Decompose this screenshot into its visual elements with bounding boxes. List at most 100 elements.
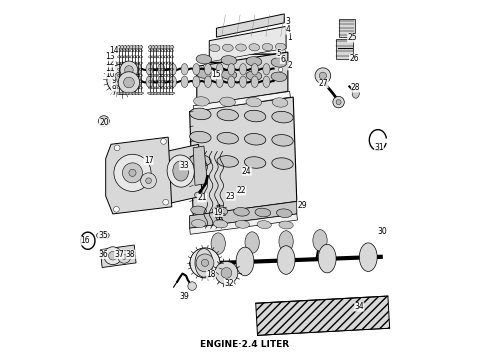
Circle shape — [253, 66, 258, 71]
Text: 9: 9 — [111, 76, 116, 85]
Circle shape — [228, 65, 233, 69]
Ellipse shape — [221, 70, 237, 79]
Circle shape — [118, 72, 140, 93]
Ellipse shape — [190, 108, 211, 120]
Ellipse shape — [97, 232, 109, 239]
Circle shape — [333, 96, 344, 108]
Ellipse shape — [236, 44, 246, 51]
Ellipse shape — [209, 44, 220, 51]
Text: 35: 35 — [98, 231, 108, 240]
Text: 3: 3 — [286, 17, 290, 26]
Ellipse shape — [157, 46, 162, 49]
Text: 37: 37 — [114, 250, 124, 259]
Text: 23: 23 — [226, 192, 236, 201]
Ellipse shape — [216, 76, 223, 87]
Text: 20: 20 — [99, 118, 109, 127]
Ellipse shape — [135, 92, 141, 94]
Ellipse shape — [211, 233, 225, 254]
Ellipse shape — [275, 43, 286, 50]
Ellipse shape — [240, 76, 246, 87]
Ellipse shape — [146, 64, 153, 75]
Ellipse shape — [313, 230, 327, 251]
Text: ENGINE·2.4 LITER: ENGINE·2.4 LITER — [200, 340, 290, 349]
Ellipse shape — [263, 64, 270, 75]
Polygon shape — [161, 144, 202, 203]
Ellipse shape — [246, 98, 262, 107]
Ellipse shape — [271, 72, 287, 81]
Ellipse shape — [120, 46, 124, 49]
Circle shape — [120, 61, 138, 79]
Ellipse shape — [217, 132, 239, 144]
Circle shape — [122, 254, 127, 259]
Ellipse shape — [272, 98, 288, 107]
Text: 29: 29 — [297, 201, 307, 210]
Text: 5: 5 — [276, 49, 281, 58]
Ellipse shape — [147, 92, 153, 94]
Polygon shape — [190, 97, 297, 216]
Circle shape — [141, 173, 156, 189]
Text: 30: 30 — [378, 227, 388, 236]
Text: 1: 1 — [287, 33, 292, 42]
Ellipse shape — [352, 89, 359, 98]
Polygon shape — [209, 26, 286, 63]
Polygon shape — [256, 296, 390, 336]
Ellipse shape — [169, 92, 174, 94]
Circle shape — [129, 169, 136, 176]
Ellipse shape — [154, 46, 159, 49]
Polygon shape — [217, 14, 284, 37]
Ellipse shape — [134, 64, 142, 75]
Ellipse shape — [150, 92, 156, 94]
Ellipse shape — [148, 46, 152, 49]
Circle shape — [146, 178, 151, 184]
Ellipse shape — [151, 46, 155, 49]
Ellipse shape — [166, 92, 171, 94]
Ellipse shape — [125, 92, 131, 94]
Ellipse shape — [146, 76, 153, 87]
Polygon shape — [106, 137, 172, 214]
Circle shape — [98, 116, 109, 126]
Ellipse shape — [245, 157, 266, 168]
Ellipse shape — [170, 46, 174, 49]
Ellipse shape — [251, 76, 258, 87]
Ellipse shape — [138, 92, 144, 94]
Text: 7: 7 — [111, 88, 116, 97]
Ellipse shape — [191, 206, 206, 215]
Polygon shape — [197, 52, 288, 106]
Polygon shape — [193, 146, 207, 185]
Ellipse shape — [117, 92, 122, 94]
Circle shape — [190, 248, 220, 278]
Polygon shape — [190, 214, 297, 234]
Text: 33: 33 — [179, 161, 189, 170]
Ellipse shape — [129, 46, 134, 49]
Text: 11: 11 — [105, 64, 115, 73]
Circle shape — [109, 251, 117, 260]
Ellipse shape — [194, 97, 209, 106]
Text: 26: 26 — [349, 54, 359, 63]
Ellipse shape — [158, 76, 165, 87]
Text: 38: 38 — [126, 250, 136, 259]
Ellipse shape — [277, 246, 295, 274]
Ellipse shape — [222, 44, 233, 51]
Ellipse shape — [279, 221, 293, 229]
Circle shape — [114, 71, 130, 87]
Text: 31: 31 — [374, 143, 384, 152]
Ellipse shape — [272, 135, 293, 146]
Circle shape — [107, 64, 137, 94]
Ellipse shape — [132, 46, 137, 49]
Text: 12: 12 — [105, 58, 115, 67]
Ellipse shape — [246, 57, 262, 66]
Text: 10: 10 — [105, 70, 115, 79]
Text: 21: 21 — [197, 193, 207, 202]
Polygon shape — [204, 49, 286, 66]
Ellipse shape — [262, 44, 273, 51]
Ellipse shape — [220, 97, 236, 107]
Ellipse shape — [204, 64, 212, 75]
Ellipse shape — [212, 207, 228, 215]
Text: 6: 6 — [280, 55, 285, 64]
Text: 22: 22 — [237, 186, 246, 195]
Ellipse shape — [181, 76, 188, 87]
Text: 18: 18 — [206, 270, 216, 279]
Ellipse shape — [132, 92, 137, 94]
Ellipse shape — [181, 64, 188, 75]
Ellipse shape — [245, 110, 266, 122]
